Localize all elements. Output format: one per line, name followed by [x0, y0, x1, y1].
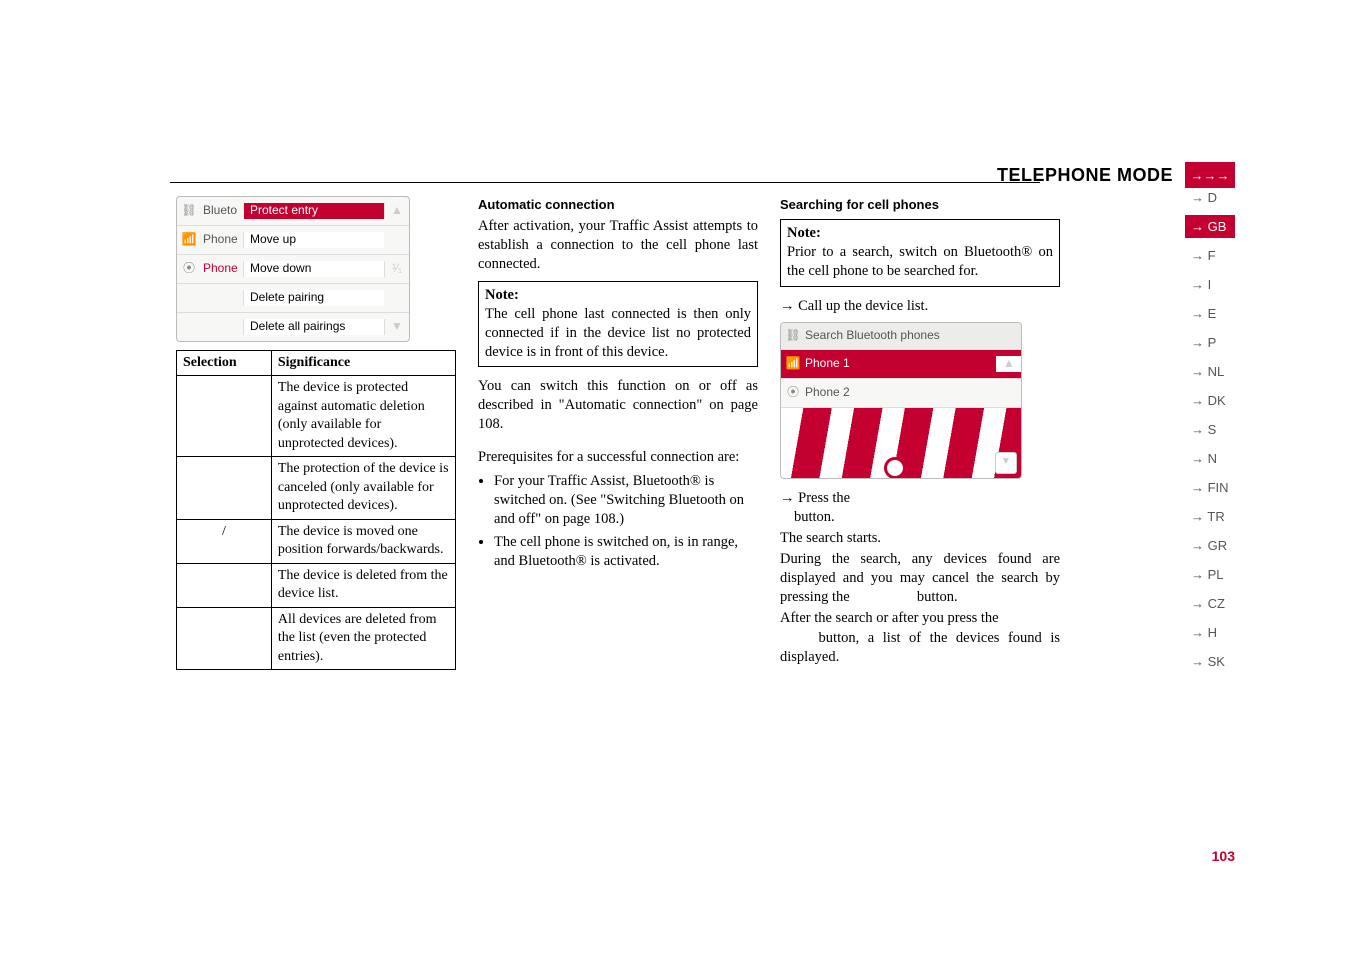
- paragraph: You can switch this function on or off a…: [478, 377, 758, 434]
- column-2: Automatic connection After activation, y…: [478, 196, 758, 571]
- menu-row-deleteall[interactable]: Delete all pairings ▼: [177, 313, 409, 341]
- target-icon: ⦿: [781, 385, 805, 401]
- lang-tab-nl[interactable]: → NL: [1185, 360, 1235, 383]
- menu-button[interactable]: Delete all pairings: [243, 319, 384, 335]
- search-header[interactable]: ⛓ Search Bluetooth phones: [781, 323, 1021, 349]
- page: TELEPHONE MODE →→→ → D → GB → F → I → E …: [0, 0, 1351, 954]
- note-box: Note: The cell phone last connected is t…: [478, 281, 758, 368]
- menu-button[interactable]: Delete pairing: [243, 290, 384, 306]
- note-body: Prior to a search, switch on Bluetooth® …: [787, 243, 1053, 281]
- col-significance: Significance: [271, 351, 455, 376]
- step: → Press the: [780, 489, 1060, 508]
- table-row: All devices are deleted from the list (e…: [177, 607, 456, 669]
- table-row: The device is deleted from the device li…: [177, 563, 456, 607]
- menu-row-protect[interactable]: ⛓ Blueto Protect entry ▲: [177, 197, 409, 226]
- search-icon: ⛓: [781, 328, 805, 344]
- language-tabs: → D → GB → F → I → E → P → NL → DK → S →…: [1185, 186, 1235, 673]
- lang-tab-gr[interactable]: → GR: [1185, 534, 1235, 557]
- header-badge: →→→: [1185, 162, 1235, 188]
- header-rule: [170, 182, 1040, 183]
- menu-button[interactable]: Protect entry: [244, 203, 384, 219]
- down-arrow-icon[interactable]: ▼: [384, 319, 409, 335]
- lang-tab-d[interactable]: → D: [1185, 186, 1235, 209]
- down-arrow-icon[interactable]: ▼: [995, 452, 1017, 474]
- menu-row-moveup[interactable]: 📶 Phone Move up: [177, 226, 409, 255]
- paragraph: During the search, any devices found are…: [780, 550, 1060, 607]
- note-title: Note:: [787, 224, 1053, 243]
- page-header: TELEPHONE MODE →→→: [525, 162, 1235, 188]
- phone-item-selected[interactable]: 📶 Phone 1 ▲: [781, 349, 1021, 378]
- search-title: Search Bluetooth phones: [805, 328, 940, 344]
- page-number: 103: [1212, 848, 1235, 864]
- row-label: Phone: [201, 232, 243, 248]
- table-header: Selection Significance: [177, 351, 456, 376]
- up-arrow-icon[interactable]: ▲: [996, 356, 1021, 372]
- bullet: For your Traffic Assist, Bluetooth® is s…: [494, 472, 758, 529]
- paragraph: Prerequisites for a successful connectio…: [478, 448, 758, 467]
- note-body: The cell phone last connected is then on…: [485, 305, 751, 362]
- lang-tab-sk[interactable]: → SK: [1185, 650, 1235, 673]
- menu-button[interactable]: Move down: [243, 261, 384, 277]
- lang-tab-p[interactable]: → P: [1185, 331, 1235, 354]
- step: → Call up the device list.: [780, 297, 1060, 316]
- lang-tab-h[interactable]: → H: [1185, 621, 1235, 644]
- phone-label: Phone 2: [805, 385, 1021, 401]
- lang-tab-fin[interactable]: → FIN: [1185, 476, 1235, 499]
- menu-row-movedown[interactable]: ⦿ Phone Move down ¹⁄₁: [177, 255, 409, 284]
- page-count: ¹⁄₁: [384, 261, 409, 277]
- paragraph: After the search or after you press the …: [780, 609, 1060, 666]
- menu-row-deletepairing[interactable]: Delete pairing: [177, 284, 409, 313]
- column-3: Searching for cell phones Note: Prior to…: [780, 196, 1060, 669]
- section-heading: Searching for cell phones: [780, 196, 1060, 213]
- target-icon: ⦿: [177, 261, 201, 277]
- table-row: The device is protected against automati…: [177, 376, 456, 457]
- step-cont: button.: [794, 508, 1060, 527]
- col-selection: Selection: [177, 351, 272, 376]
- signal-icon: 📶: [781, 356, 805, 372]
- lang-tab-n[interactable]: → N: [1185, 447, 1235, 470]
- ring-icon: [884, 457, 906, 479]
- table-row: /The device is moved one position forwar…: [177, 519, 456, 563]
- section-heading: Automatic connection: [478, 196, 758, 213]
- lang-tab-tr[interactable]: → TR: [1185, 505, 1235, 528]
- row-label: Blueto: [201, 203, 244, 219]
- lang-tab-cz[interactable]: → CZ: [1185, 592, 1235, 615]
- lang-tab-s[interactable]: → S: [1185, 418, 1235, 441]
- lang-tab-pl[interactable]: → PL: [1185, 563, 1235, 586]
- bullet: The cell phone is switched on, is in ran…: [494, 533, 758, 571]
- menu-button[interactable]: Move up: [243, 232, 384, 248]
- lang-tab-dk[interactable]: → DK: [1185, 389, 1235, 412]
- phone-label: Phone 1: [805, 356, 996, 372]
- bluetooth-search-screenshot: ⛓ Search Bluetooth phones 📶 Phone 1 ▲ ⦿ …: [780, 322, 1022, 479]
- device-menu-screenshot: ⛓ Blueto Protect entry ▲ 📶 Phone Move up…: [176, 196, 410, 342]
- decorative-stripes: ▼: [781, 407, 1021, 478]
- signal-icon: 📶: [177, 232, 201, 248]
- lang-tab-f[interactable]: → F: [1185, 244, 1235, 267]
- significance-table: Selection Significance The device is pro…: [176, 350, 456, 670]
- column-1: ⛓ Blueto Protect entry ▲ 📶 Phone Move up…: [176, 196, 456, 670]
- row-label: Phone: [201, 261, 243, 277]
- up-arrow-icon[interactable]: ▲: [384, 203, 409, 219]
- lang-tab-gb[interactable]: → GB: [1185, 215, 1235, 238]
- lang-tab-e[interactable]: → E: [1185, 302, 1235, 325]
- paragraph: The search starts.: [780, 529, 1060, 548]
- phone-item[interactable]: ⦿ Phone 2: [781, 378, 1021, 407]
- paragraph: After activation, your Traffic Assist at…: [478, 217, 758, 274]
- note-title: Note:: [485, 286, 751, 305]
- table-row: The protection of the device is canceled…: [177, 457, 456, 519]
- lang-tab-i[interactable]: → I: [1185, 273, 1235, 296]
- note-box: Note: Prior to a search, switch on Bluet…: [780, 219, 1060, 286]
- bluetooth-icon: ⛓: [177, 203, 201, 219]
